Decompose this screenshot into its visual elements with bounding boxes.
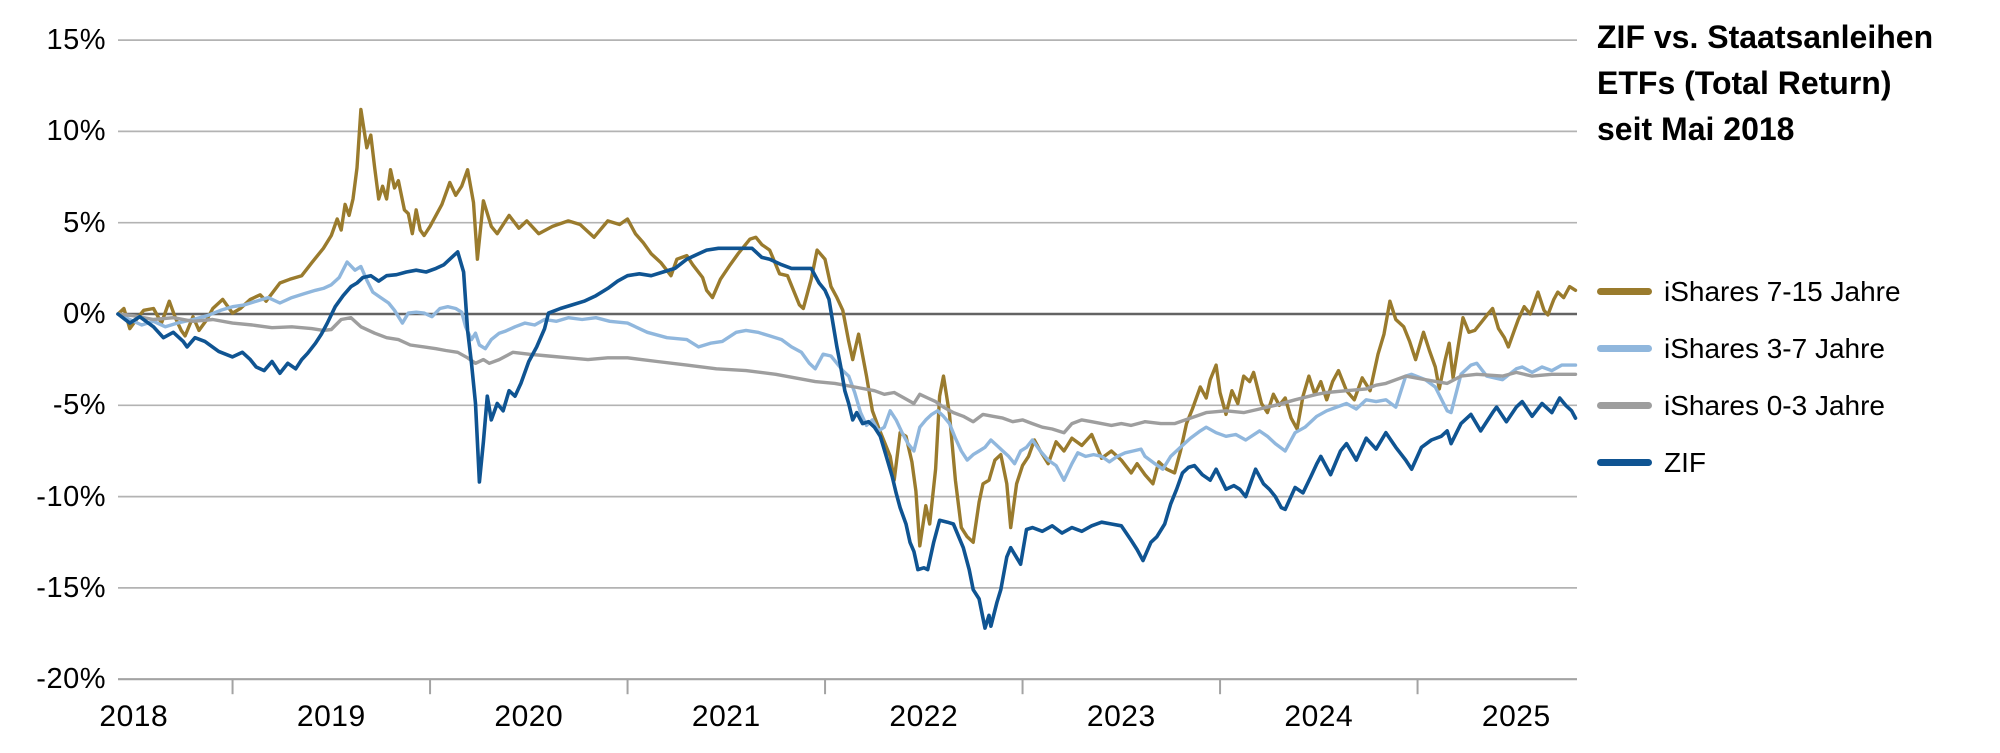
x-axis-label: 2024 bbox=[1284, 700, 1354, 733]
series-line-ishares-3-7-jahre bbox=[116, 260, 1578, 482]
y-axis-label: -10% bbox=[36, 480, 106, 513]
chart-title: ZIF vs. Staatsanleihen ETFs (Total Retur… bbox=[1597, 14, 1992, 152]
legend-swatch-ishares-7-15-jahre bbox=[1597, 288, 1652, 295]
legend: iShares 7-15 Jahre iShares 3-7 Jahre iSh… bbox=[1597, 263, 1992, 491]
x-axis-label: 2018 bbox=[99, 700, 169, 733]
legend-label: iShares 7-15 Jahre bbox=[1664, 275, 1901, 307]
legend-label: ZIF bbox=[1664, 446, 1706, 478]
x-axis-label: 2019 bbox=[296, 700, 366, 733]
legend-label: iShares 0-3 Jahre bbox=[1664, 389, 1886, 421]
legend-item-ishares-3-7-jahre: iShares 3-7 Jahre bbox=[1597, 320, 1992, 377]
series-line-zif bbox=[116, 246, 1578, 630]
x-axis-label: 2021 bbox=[691, 700, 761, 733]
series-line-ishares-0-3-jahre bbox=[116, 312, 1578, 435]
legend-swatch-zif bbox=[1597, 459, 1652, 466]
y-axis-label: -15% bbox=[36, 571, 106, 604]
y-axis-label: 5% bbox=[63, 206, 106, 239]
y-axis-label: 10% bbox=[46, 115, 106, 148]
x-axis-label: 2022 bbox=[889, 700, 959, 733]
legend-item-zif: ZIF bbox=[1597, 434, 1992, 491]
x-axis-label: 2023 bbox=[1086, 700, 1156, 733]
legend-item-ishares-0-3-jahre: iShares 0-3 Jahre bbox=[1597, 377, 1992, 434]
chart-title-line: seit Mai 2018 bbox=[1597, 111, 1795, 147]
legend-item-ishares-7-15-jahre: iShares 7-15 Jahre bbox=[1597, 263, 1992, 320]
y-axis-label: -5% bbox=[52, 389, 106, 422]
x-axis-label: 2025 bbox=[1481, 700, 1551, 733]
y-axis-label: -20% bbox=[36, 663, 106, 696]
y-axis-label: 0% bbox=[63, 298, 106, 330]
legend-label: iShares 3-7 Jahre bbox=[1664, 332, 1886, 364]
legend-swatch-ishares-0-3-jahre bbox=[1597, 402, 1652, 409]
series-line-ishares-7-15-jahre bbox=[116, 107, 1578, 548]
y-axis-label: 15% bbox=[46, 24, 106, 57]
x-axis-label: 2020 bbox=[494, 700, 564, 733]
chart-title-line: ZIF vs. Staatsanleihen bbox=[1597, 19, 1934, 55]
chart-title-line: ETFs (Total Return) bbox=[1597, 65, 1892, 101]
legend-swatch-ishares-3-7-jahre bbox=[1597, 345, 1652, 352]
